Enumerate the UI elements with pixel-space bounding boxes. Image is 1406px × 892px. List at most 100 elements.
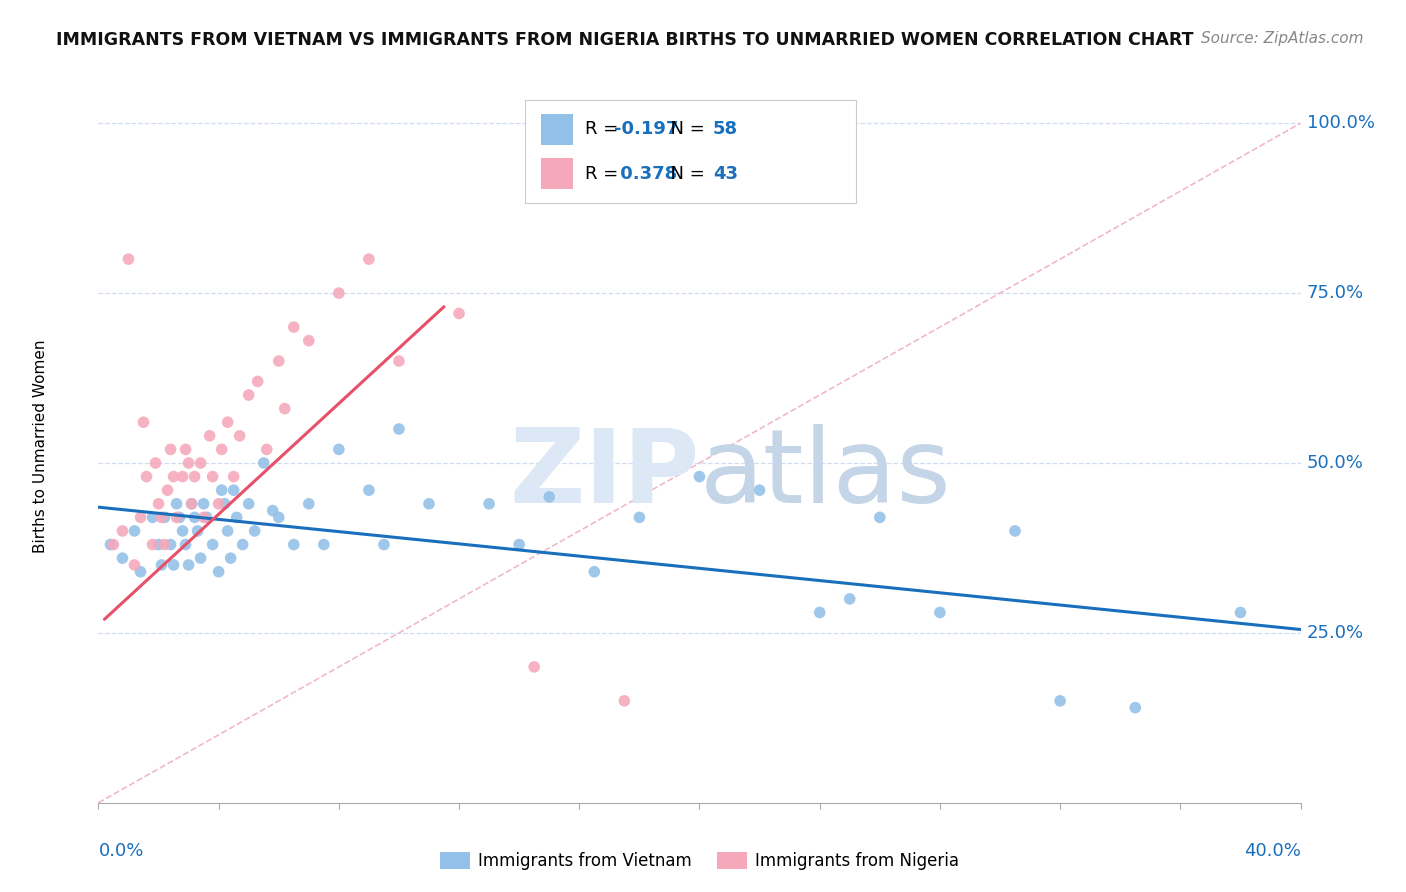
Point	[1049, 694, 1071, 708]
Point	[267, 510, 290, 524]
Text: atlas: atlas	[699, 424, 952, 525]
Text: ZIP: ZIP	[509, 424, 699, 525]
Point	[808, 606, 831, 620]
Point	[174, 537, 197, 551]
Point	[447, 306, 470, 320]
Point	[1123, 700, 1146, 714]
Point	[190, 456, 212, 470]
Point	[166, 497, 188, 511]
Point	[159, 537, 181, 551]
Point	[141, 537, 163, 551]
Point	[373, 537, 395, 551]
Text: 25.0%: 25.0%	[1306, 624, 1364, 642]
Point	[262, 503, 284, 517]
Point	[162, 558, 184, 572]
Point	[238, 497, 260, 511]
Point	[111, 524, 134, 538]
Point	[145, 456, 167, 470]
Point	[183, 469, 205, 483]
Point	[243, 524, 266, 538]
Point	[177, 456, 200, 470]
Point	[148, 497, 170, 511]
Point	[388, 422, 411, 436]
Point	[217, 524, 239, 538]
Point	[222, 469, 245, 483]
Point	[253, 456, 276, 470]
Point	[183, 510, 205, 524]
Point	[124, 524, 146, 538]
Point	[246, 375, 269, 389]
Point	[869, 510, 891, 524]
FancyBboxPatch shape	[541, 114, 572, 145]
Point	[208, 565, 231, 579]
Point	[211, 483, 233, 498]
Point	[162, 469, 184, 483]
Point	[228, 429, 250, 443]
Point	[150, 558, 173, 572]
Point	[219, 551, 242, 566]
Point	[177, 558, 200, 572]
Point	[193, 497, 215, 511]
Text: IMMIGRANTS FROM VIETNAM VS IMMIGRANTS FROM NIGERIA BIRTHS TO UNMARRIED WOMEN COR: IMMIGRANTS FROM VIETNAM VS IMMIGRANTS FR…	[56, 31, 1194, 49]
Point	[388, 354, 411, 368]
Point	[117, 252, 139, 266]
Point	[478, 497, 501, 511]
Point	[538, 490, 561, 504]
Point	[508, 537, 530, 551]
Point	[211, 442, 233, 457]
Text: Births to Unmarried Women: Births to Unmarried Women	[34, 339, 48, 553]
Point	[198, 429, 221, 443]
Point	[214, 497, 236, 511]
Point	[283, 320, 305, 334]
Point	[1229, 606, 1251, 620]
Text: N =: N =	[658, 120, 710, 138]
Point	[267, 354, 290, 368]
Point	[929, 606, 952, 620]
Point	[298, 497, 321, 511]
Point	[238, 388, 260, 402]
Point	[357, 483, 380, 498]
Point	[190, 551, 212, 566]
Point	[225, 510, 247, 524]
Text: R =: R =	[585, 120, 624, 138]
Point	[156, 483, 179, 498]
Point	[153, 510, 176, 524]
Point	[583, 565, 606, 579]
Point	[169, 510, 191, 524]
Point	[193, 510, 215, 524]
Point	[174, 442, 197, 457]
Point	[418, 497, 440, 511]
Point	[312, 537, 335, 551]
Point	[103, 537, 125, 551]
Point	[141, 510, 163, 524]
Point	[688, 469, 710, 483]
Point	[172, 469, 194, 483]
Point	[748, 483, 770, 498]
Text: Source: ZipAtlas.com: Source: ZipAtlas.com	[1201, 31, 1364, 46]
Point	[613, 694, 636, 708]
Text: 100.0%: 100.0%	[1306, 114, 1375, 132]
Point	[124, 558, 146, 572]
Point	[100, 537, 122, 551]
Point	[274, 401, 297, 416]
Point	[129, 565, 152, 579]
Point	[159, 442, 181, 457]
Point	[172, 524, 194, 538]
Point	[195, 510, 218, 524]
Point	[153, 537, 176, 551]
Point	[135, 469, 157, 483]
Point	[201, 537, 224, 551]
Point	[180, 497, 202, 511]
Text: 50.0%: 50.0%	[1306, 454, 1364, 472]
Point	[523, 660, 546, 674]
FancyBboxPatch shape	[541, 159, 572, 189]
Point	[328, 286, 350, 301]
Text: 43: 43	[713, 165, 738, 183]
Point	[217, 415, 239, 429]
Text: 0.0%: 0.0%	[98, 842, 143, 860]
Point	[838, 591, 860, 606]
Point	[1004, 524, 1026, 538]
Point	[283, 537, 305, 551]
Point	[328, 442, 350, 457]
Point	[256, 442, 278, 457]
